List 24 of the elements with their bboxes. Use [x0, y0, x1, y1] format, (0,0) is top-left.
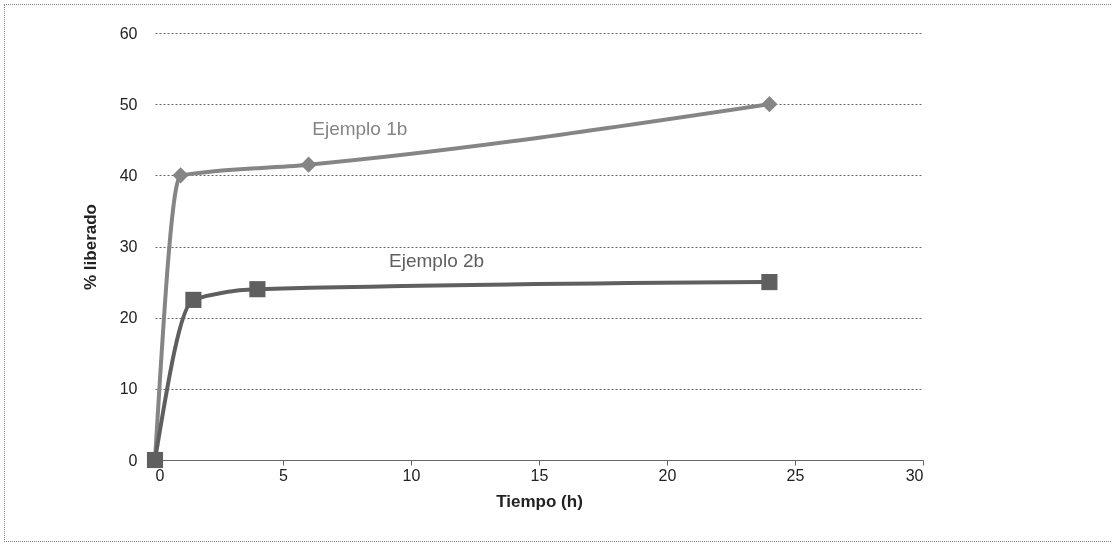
y-axis-title: % liberado	[80, 204, 100, 290]
point	[185, 291, 202, 308]
x-tick-label: 5	[279, 466, 289, 484]
x-tick-label: 25	[786, 466, 805, 484]
x-tick-label: 15	[530, 466, 549, 484]
x-axis-title: Tiempo (h)	[496, 491, 583, 511]
x-tick-label: 10	[402, 466, 421, 484]
point	[761, 274, 778, 291]
y-tick-label: 0	[128, 451, 138, 469]
series-label: Ejemplo 1b	[312, 118, 408, 140]
point	[172, 167, 189, 184]
x-tick-label: 30	[905, 466, 924, 484]
y-tick-label: 60	[119, 24, 138, 42]
series-label: Ejemplo 2b	[389, 249, 485, 271]
y-tick-label: 50	[119, 95, 138, 113]
y-tick-label: 10	[119, 380, 138, 398]
y-tick-label: 30	[119, 238, 138, 255]
point	[249, 281, 266, 298]
y-tick-label: 40	[119, 166, 138, 184]
y-tick-label: 20	[119, 309, 138, 327]
x-tick-label: 20	[658, 466, 677, 484]
point	[761, 96, 778, 113]
point	[300, 156, 317, 173]
x-tick-label: 0	[155, 466, 165, 484]
